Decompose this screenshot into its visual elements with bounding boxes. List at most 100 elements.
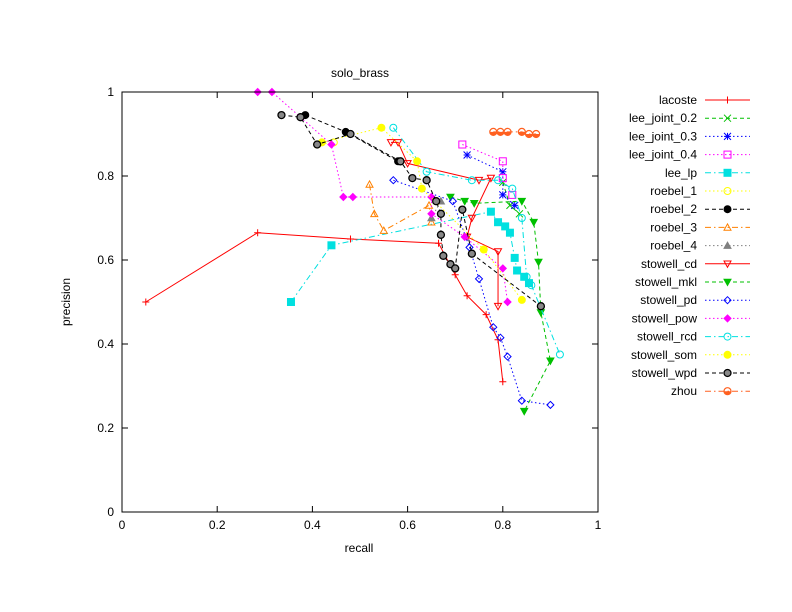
data-point	[515, 209, 524, 218]
data-point	[723, 368, 732, 378]
data-point	[346, 235, 354, 243]
legend-item: roebel_1	[650, 184, 750, 198]
data-point	[546, 357, 555, 366]
y-tick-label: 0.8	[97, 169, 114, 183]
data-point	[396, 157, 405, 166]
legend-label: zhou	[671, 384, 697, 398]
data-point	[723, 350, 732, 359]
legend-label: lee_joint_0.2	[629, 111, 697, 125]
data-point	[436, 209, 446, 218]
data-point	[458, 140, 467, 149]
data-point	[469, 200, 479, 208]
legend-label: roebel_1	[650, 184, 697, 198]
data-point	[467, 214, 477, 223]
data-point	[517, 214, 526, 222]
legend-item: lee_lp	[665, 166, 750, 180]
legend-item: stowell_som	[631, 348, 750, 362]
series-roebel_3	[365, 179, 436, 234]
series-lee_joint_0.4	[458, 140, 517, 199]
data-point	[435, 239, 443, 247]
data-point	[723, 314, 732, 323]
series-stowell_cd	[386, 139, 503, 311]
data-point	[482, 311, 490, 319]
series-stowell_rcd	[389, 123, 564, 359]
legend-label: lee_joint_0.3	[629, 129, 697, 143]
data-point	[463, 292, 471, 300]
data-point	[723, 387, 732, 396]
data-point	[498, 167, 507, 176]
data-point	[496, 333, 505, 342]
data-point	[517, 295, 526, 304]
data-point	[286, 298, 295, 306]
legend-label: roebel_2	[650, 202, 697, 216]
legend-item: lee_joint_0.4	[629, 148, 750, 162]
x-axis-label: recall	[345, 541, 374, 555]
data-point	[424, 200, 434, 209]
data-point	[536, 302, 546, 311]
series-stowell_wpd	[277, 110, 546, 311]
legend-item: zhou	[671, 384, 750, 398]
data-point	[517, 127, 526, 136]
legend-item: roebel_4	[650, 239, 750, 253]
data-point	[519, 407, 529, 416]
series-line	[392, 127, 561, 355]
legend-item: lee_joint_0.3	[629, 129, 750, 143]
data-point	[327, 241, 336, 250]
data-point	[369, 209, 379, 218]
data-point	[508, 184, 517, 193]
legend-label: roebel_4	[650, 239, 697, 253]
x-tick-label: 1	[595, 518, 602, 532]
data-point	[513, 266, 522, 275]
series-lacoste	[142, 229, 507, 386]
plot-frame	[121, 91, 599, 513]
data-point	[508, 190, 517, 199]
data-point	[555, 350, 564, 359]
data-point	[546, 400, 555, 410]
data-point	[723, 332, 732, 341]
legend-label: lee_lp	[665, 166, 697, 180]
legend-item: stowell_wpd	[632, 366, 750, 380]
data-point	[517, 396, 527, 405]
data-point	[498, 191, 507, 199]
data-point	[413, 157, 422, 166]
data-point	[724, 96, 731, 104]
data-point	[422, 167, 431, 176]
data-point	[723, 168, 732, 177]
data-point	[439, 251, 448, 260]
data-point	[467, 176, 476, 185]
data-point	[503, 127, 512, 136]
data-point	[723, 241, 732, 249]
data-point	[254, 229, 262, 237]
data-point	[348, 192, 358, 202]
series-line	[462, 144, 513, 196]
series-zhou	[489, 127, 541, 139]
data-point	[498, 264, 508, 273]
data-point	[339, 192, 348, 202]
data-point	[432, 197, 441, 206]
series-line	[257, 91, 509, 303]
legend-item: stowell_rcd	[637, 330, 750, 344]
data-point	[723, 295, 732, 305]
data-point	[501, 222, 510, 231]
data-point	[436, 230, 446, 239]
legend-item: stowell_pow	[632, 311, 750, 325]
data-point	[313, 140, 322, 149]
data-point	[327, 140, 336, 149]
data-point	[377, 123, 386, 132]
data-point	[520, 272, 529, 281]
data-point	[489, 322, 498, 332]
data-point	[534, 258, 543, 267]
x-tick-label: 0.8	[494, 518, 511, 532]
data-point	[494, 218, 503, 227]
data-point	[479, 245, 488, 254]
series-stowell_pd	[389, 175, 555, 410]
y-tick-label: 0	[107, 505, 114, 519]
legend-item: roebel_3	[650, 220, 750, 234]
data-point	[467, 249, 477, 258]
data-point	[422, 176, 431, 185]
legend-label: stowell_mkl	[635, 275, 697, 289]
series-lee_joint_0.3	[463, 151, 519, 210]
data-point	[499, 378, 507, 386]
data-point	[463, 151, 471, 159]
